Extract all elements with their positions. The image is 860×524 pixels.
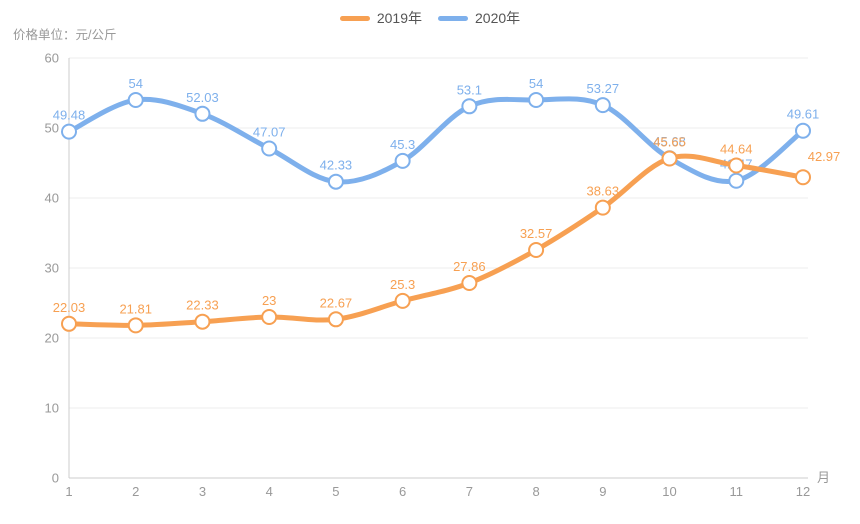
data-label-2020年-m7: 53.1	[457, 82, 482, 97]
y-axis-unit-label: 价格单位：元/公斤	[13, 28, 117, 42]
data-point-2020年-m4[interactable]	[261, 140, 278, 157]
y-axis-tick-label-0: 0	[52, 471, 59, 486]
x-axis-unit-label: 月	[817, 470, 830, 485]
data-label-2019年-m1: 22.03	[53, 300, 86, 315]
data-point-2019年-m10[interactable]	[661, 150, 678, 167]
legend-line-marker-2019	[339, 15, 370, 21]
data-label-2020年-m12: 49.61	[787, 107, 820, 122]
data-label-2019年-m3: 22.33	[186, 298, 219, 313]
legend-line-marker-2020	[438, 15, 468, 21]
data-point-2020年-m3[interactable]	[194, 105, 211, 122]
data-point-2020年-m6[interactable]	[394, 152, 411, 169]
data-point-2020年-m9[interactable]	[594, 97, 611, 114]
data-point-2019年-m6[interactable]	[394, 292, 411, 309]
series-line-2020年[interactable]	[66, 96, 806, 185]
legend-item-2020[interactable]: 2020年	[438, 8, 520, 28]
data-label-2019年-m11: 44.64	[720, 142, 753, 157]
data-point-2020年-m2[interactable]	[127, 92, 144, 108]
data-label-2020年-m4: 47.07	[253, 125, 286, 140]
data-label-2019年-m7: 27.86	[453, 259, 486, 274]
data-label-2020年-m2: 54	[128, 76, 142, 91]
data-label-2020年-m3: 52.03	[186, 90, 219, 105]
x-axis-tick-label-3: 3	[199, 484, 206, 499]
series-line-2019年[interactable]	[66, 153, 806, 328]
x-axis-tick-label-1: 1	[65, 484, 72, 499]
data-point-2019年-m2[interactable]	[127, 317, 144, 334]
data-label-2020年-m10: 45.68	[653, 134, 686, 149]
data-label-2019年-m10: 45.65	[653, 134, 686, 149]
x-axis-tick-label-12: 12	[796, 484, 810, 499]
data-label-2019年-m8: 32.57	[520, 226, 553, 241]
data-point-2019年-m8[interactable]	[528, 242, 545, 259]
data-label-2020年-m6: 45.3	[390, 137, 415, 152]
data-point-2019年-m11[interactable]	[728, 157, 745, 174]
x-axis-tick-label-2: 2	[132, 484, 139, 499]
data-label-2020年-m8: 54	[529, 76, 543, 91]
data-label-2019年-m2: 21.81	[119, 301, 152, 316]
data-point-2019年-m1[interactable]	[61, 315, 77, 332]
legend-item-2019[interactable]: 2019年	[339, 8, 422, 28]
x-axis-tick-label-10: 10	[662, 484, 676, 499]
y-axis-tick-label-30: 30	[45, 261, 59, 276]
x-axis-tick-label-8: 8	[532, 484, 539, 499]
y-axis-tick-label-60: 60	[45, 51, 59, 66]
y-axis-tick-label-10: 10	[45, 401, 59, 416]
y-axis-tick-label-40: 40	[45, 191, 59, 206]
y-axis-tick-label-20: 20	[45, 331, 59, 346]
data-point-2020年-m5[interactable]	[327, 173, 344, 190]
x-axis-tick-label-7: 7	[466, 484, 473, 499]
legend-label-2019: 2019年	[376, 10, 422, 26]
data-point-2019年-m9[interactable]	[594, 199, 611, 216]
y-axis-tick-label-50: 50	[45, 121, 59, 136]
legend: 2019年 2020年	[0, 8, 860, 28]
data-point-2020年-m11[interactable]	[728, 172, 745, 189]
data-label-2020年-m1: 49.48	[53, 108, 86, 123]
data-point-2020年-m1[interactable]	[61, 123, 77, 140]
x-axis-tick-label-11: 11	[730, 484, 744, 499]
legend-label-2020: 2020年	[475, 10, 521, 26]
data-point-2020年-m7[interactable]	[461, 98, 478, 115]
data-point-2019年-m4[interactable]	[261, 309, 278, 325]
x-axis-tick-label-5: 5	[332, 484, 339, 499]
data-label-2020年-m5: 42.33	[320, 158, 353, 173]
x-axis-tick-label-6: 6	[399, 484, 406, 499]
x-axis-tick-label-4: 4	[266, 484, 273, 499]
data-point-2019年-m7[interactable]	[461, 274, 478, 291]
data-label-2020年-m9: 53.27	[587, 81, 620, 96]
x-axis-tick-label-9: 9	[599, 484, 606, 499]
data-label-2019年-m12: 42.97	[808, 149, 841, 164]
data-label-2019年-m6: 25.3	[390, 277, 415, 292]
data-point-2019年-m12[interactable]	[795, 169, 811, 186]
data-point-2020年-m8[interactable]	[528, 92, 545, 108]
data-label-2019年-m5: 22.67	[320, 295, 353, 310]
data-point-2019年-m5[interactable]	[327, 311, 344, 328]
data-label-2019年-m9: 38.63	[587, 184, 620, 199]
data-point-2019年-m3[interactable]	[194, 313, 211, 330]
data-point-2020年-m12[interactable]	[795, 122, 811, 139]
data-label-2019年-m4: 23	[262, 293, 276, 308]
